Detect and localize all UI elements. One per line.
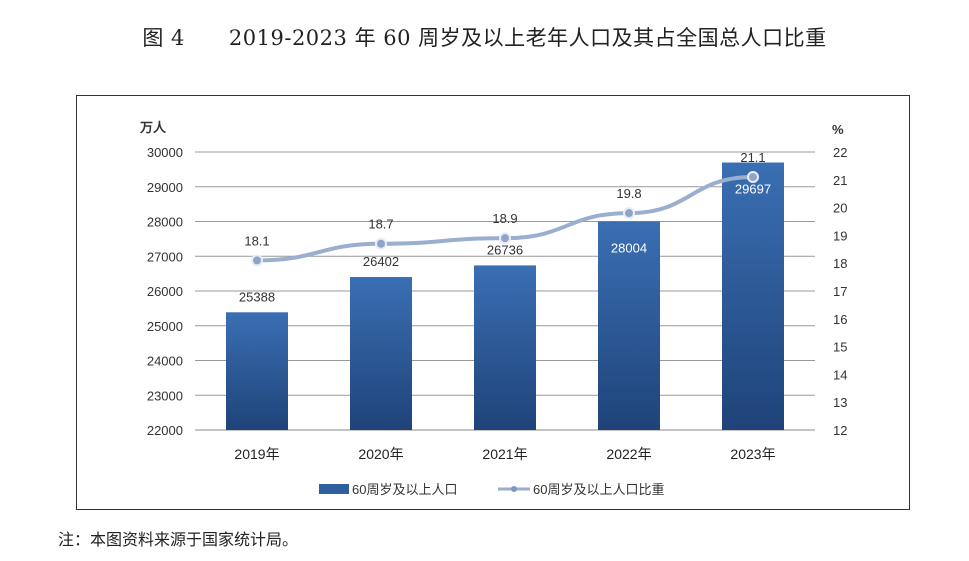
x-tick-label: 2023年 bbox=[730, 446, 775, 462]
y-right-axis-label: % bbox=[832, 122, 844, 137]
line-data-label: 21.1 bbox=[740, 150, 765, 165]
y-right-tick-label: 16 bbox=[833, 312, 847, 327]
y-right-tick-label: 17 bbox=[833, 284, 847, 299]
y-right-tick-label: 14 bbox=[833, 367, 847, 382]
chart-frame bbox=[76, 95, 910, 510]
bar bbox=[598, 221, 660, 430]
bar bbox=[226, 312, 288, 430]
legend-bar-swatch bbox=[319, 484, 349, 494]
legend-bar-label: 60周岁及以上人口 bbox=[352, 482, 457, 497]
bar bbox=[722, 162, 784, 431]
y-left-tick-label: 30000 bbox=[147, 145, 183, 160]
y-right-tick-label: 13 bbox=[833, 395, 847, 410]
bar-data-label: 26402 bbox=[363, 254, 399, 269]
y-left-tick-label: 27000 bbox=[147, 249, 183, 264]
bar-data-label: 29697 bbox=[735, 182, 771, 197]
x-tick-label: 2020年 bbox=[358, 446, 403, 462]
line-marker bbox=[747, 171, 759, 184]
y-left-tick-label: 22000 bbox=[147, 423, 183, 438]
y-left-tick-label: 26000 bbox=[147, 284, 183, 299]
line-marker bbox=[499, 232, 511, 245]
y-right-tick-label: 12 bbox=[833, 423, 847, 438]
legend-line-marker bbox=[511, 486, 517, 492]
x-tick-label: 2019年 bbox=[234, 446, 279, 462]
bar-data-label: 28004 bbox=[611, 240, 647, 255]
y-right-tick-label: 21 bbox=[833, 173, 847, 188]
y-right-tick-label: 18 bbox=[833, 256, 847, 271]
line-data-label: 18.1 bbox=[244, 233, 269, 248]
y-left-axis-label: 万人 bbox=[139, 120, 167, 135]
x-tick-label: 2021年 bbox=[482, 446, 527, 462]
y-right-tick-label: 15 bbox=[833, 340, 847, 355]
source-note: 注：本图资料来源于国家统计局。 bbox=[58, 530, 299, 549]
y-left-tick-label: 28000 bbox=[147, 215, 183, 230]
figure-title: 图 4 2019-2023 年 60 周岁及以上老年人口及其占全国总人口比重 bbox=[0, 22, 969, 52]
y-right-tick-label: 20 bbox=[833, 201, 847, 216]
bar bbox=[350, 277, 412, 430]
line-marker bbox=[251, 254, 263, 267]
figure-title-text: 2019-2023 年 60 周岁及以上老年人口及其占全国总人口比重 bbox=[228, 26, 827, 50]
y-right-tick-label: 19 bbox=[833, 228, 847, 243]
line-marker bbox=[375, 237, 387, 250]
y-left-tick-label: 29000 bbox=[147, 180, 183, 195]
line-marker bbox=[623, 207, 635, 220]
line-data-label: 19.8 bbox=[616, 186, 641, 201]
y-right-tick-label: 22 bbox=[833, 145, 847, 160]
legend-line-label: 60周岁及以上人口比重 bbox=[533, 482, 664, 497]
bar bbox=[474, 265, 536, 430]
bar-data-label: 26736 bbox=[487, 242, 523, 257]
x-tick-label: 2022年 bbox=[606, 446, 651, 462]
y-left-tick-label: 23000 bbox=[147, 388, 183, 403]
line-data-label: 18.9 bbox=[492, 211, 517, 226]
figure-number: 图 4 bbox=[142, 26, 185, 50]
y-left-tick-label: 24000 bbox=[147, 354, 183, 369]
bar-data-label: 25388 bbox=[239, 289, 275, 304]
y-left-tick-label: 25000 bbox=[147, 319, 183, 334]
line-data-label: 18.7 bbox=[368, 217, 393, 232]
